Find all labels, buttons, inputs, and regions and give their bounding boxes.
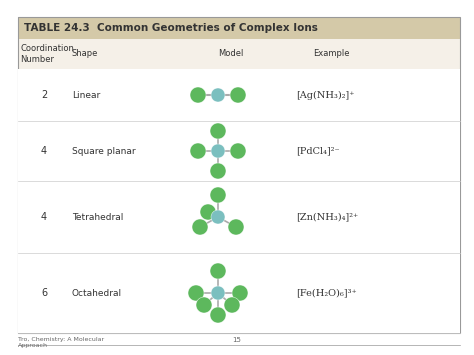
Text: Square planar: Square planar <box>72 147 136 155</box>
Circle shape <box>211 210 225 224</box>
Circle shape <box>228 219 244 235</box>
Bar <box>18 181 460 253</box>
Circle shape <box>210 307 226 323</box>
Text: 15: 15 <box>233 337 241 343</box>
Text: Tetrahedral: Tetrahedral <box>72 213 123 222</box>
Bar <box>18 17 460 333</box>
Circle shape <box>196 297 212 313</box>
Text: 4: 4 <box>41 212 47 222</box>
Text: [PdCl₄]²⁻: [PdCl₄]²⁻ <box>296 147 340 155</box>
Circle shape <box>211 286 225 300</box>
Circle shape <box>230 143 246 159</box>
Circle shape <box>190 143 206 159</box>
Circle shape <box>224 297 240 313</box>
Text: [Ag(NH₃)₂]⁺: [Ag(NH₃)₂]⁺ <box>296 91 355 99</box>
Circle shape <box>188 285 204 301</box>
Bar <box>18 39 460 69</box>
Text: Tro, Chemistry: A Molecular
Approach: Tro, Chemistry: A Molecular Approach <box>18 337 104 348</box>
Circle shape <box>210 187 226 203</box>
Text: Linear: Linear <box>72 91 100 99</box>
Circle shape <box>230 87 246 103</box>
Text: 4: 4 <box>41 146 47 156</box>
Bar <box>18 253 460 333</box>
Circle shape <box>210 263 226 279</box>
Bar <box>18 121 460 181</box>
Circle shape <box>211 144 225 158</box>
Circle shape <box>211 88 225 102</box>
Circle shape <box>232 285 248 301</box>
Text: TABLE 24.3  Common Geometries of Complex Ions: TABLE 24.3 Common Geometries of Complex … <box>24 23 318 33</box>
Circle shape <box>210 123 226 139</box>
Circle shape <box>190 87 206 103</box>
Text: [Fe(H₂O)₆]³⁺: [Fe(H₂O)₆]³⁺ <box>296 289 357 297</box>
Bar <box>18 17 460 39</box>
Text: Octahedral: Octahedral <box>72 289 122 297</box>
Text: Shape: Shape <box>72 49 99 59</box>
Circle shape <box>200 204 216 220</box>
Text: 2: 2 <box>41 90 47 100</box>
Circle shape <box>192 219 208 235</box>
Text: Coordination
Number: Coordination Number <box>20 44 74 64</box>
Text: Model: Model <box>218 49 243 59</box>
Text: 6: 6 <box>41 288 47 298</box>
Circle shape <box>210 163 226 179</box>
Text: [Zn(NH₃)₄]²⁺: [Zn(NH₃)₄]²⁺ <box>296 213 358 222</box>
Bar <box>18 69 460 121</box>
Text: Example: Example <box>313 49 349 59</box>
